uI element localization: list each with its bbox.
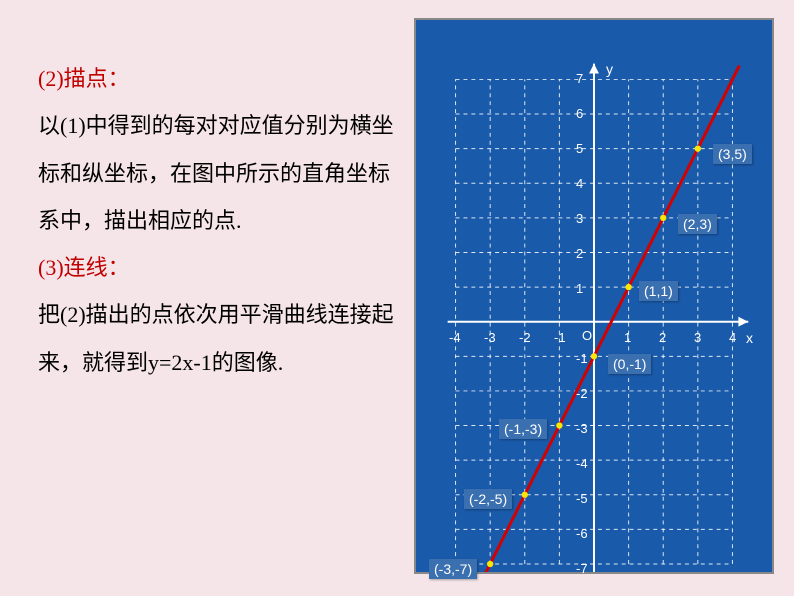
y-tick-label: 4 <box>576 176 583 191</box>
step2-body: 以(1)中得到的每对对应值分别为横坐标和纵坐标，在图中所示的直角坐标系中，描出相… <box>38 102 398 244</box>
step2: (2)描点： <box>38 55 398 102</box>
y-tick-label: 6 <box>576 106 583 121</box>
step3-label: (3)连线： <box>38 255 130 280</box>
x-tick-label: -3 <box>484 330 496 345</box>
y-tick-label: -4 <box>576 456 588 471</box>
x-tick-label: 4 <box>729 330 736 345</box>
point-label: (2,3) <box>678 214 717 234</box>
chart-area: -4-3-2-11234-7-6-5-4-3-2-11234567Oxy(-3,… <box>414 18 774 574</box>
point-label: (3,5) <box>713 144 752 164</box>
y-tick-label: -6 <box>576 526 588 541</box>
text-column: (2)描点： 以(1)中得到的每对对应值分别为横坐标和纵坐标，在图中所示的直角坐… <box>38 55 398 386</box>
y-tick-label: -2 <box>576 386 588 401</box>
x-tick-label: 2 <box>659 330 666 345</box>
step3: (3)连线： <box>38 244 398 291</box>
point-label: (0,-1) <box>608 354 651 374</box>
x-axis-label: x <box>746 330 753 346</box>
y-tick-label: 3 <box>576 211 583 226</box>
x-tick-label: -2 <box>519 330 531 345</box>
point-label: (-3,-7) <box>429 559 477 579</box>
y-tick-label: 2 <box>576 246 583 261</box>
y-tick-label: 1 <box>576 281 583 296</box>
y-tick-label: -3 <box>576 421 588 436</box>
point-label: (1,1) <box>639 281 678 301</box>
point-label: (-1,-3) <box>499 419 547 439</box>
y-tick-label: -1 <box>576 351 588 366</box>
x-tick-label: 3 <box>694 330 701 345</box>
x-tick-label: -4 <box>449 330 461 345</box>
step3-body: 把(2)描出的点依次用平滑曲线连接起来，就得到y=2x-1的图像. <box>38 291 398 386</box>
y-tick-label: 7 <box>576 71 583 86</box>
x-tick-label: 1 <box>624 330 631 345</box>
y-axis-label: y <box>606 61 613 77</box>
y-tick-label: -7 <box>576 561 588 576</box>
step2-label: (2)描点： <box>38 66 130 91</box>
y-tick-label: -5 <box>576 491 588 506</box>
x-tick-label: -1 <box>554 330 566 345</box>
origin-label: O <box>582 328 592 343</box>
point-label: (-2,-5) <box>464 489 512 509</box>
y-tick-label: 5 <box>576 141 583 156</box>
